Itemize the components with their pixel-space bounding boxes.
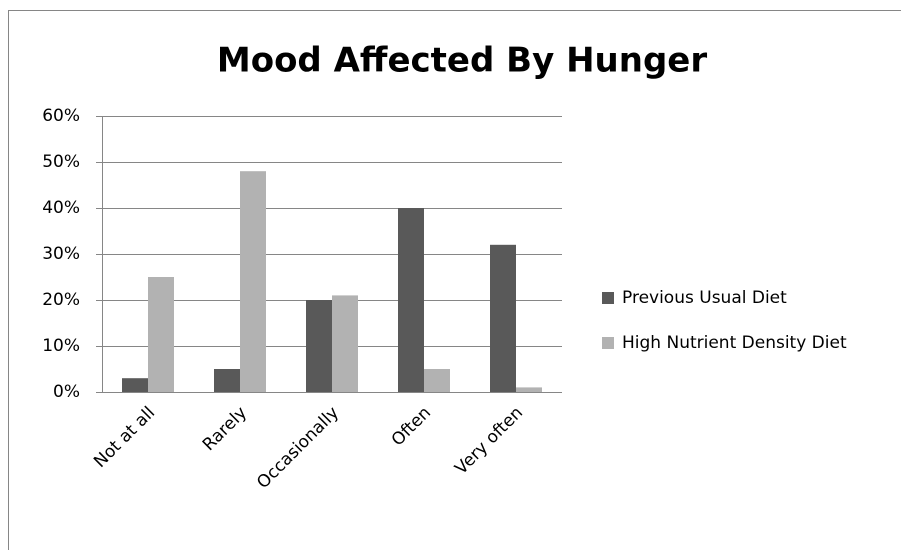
- y-tick-label: 50%: [42, 152, 80, 172]
- y-tick-label: 20%: [42, 290, 80, 310]
- bar: [332, 295, 358, 392]
- bar: [240, 171, 266, 392]
- bar: [148, 277, 174, 392]
- y-tick-label: 0%: [53, 382, 80, 402]
- bar: [214, 369, 240, 392]
- bar: [398, 208, 424, 392]
- legend-swatch: [602, 292, 614, 304]
- bar: [490, 244, 516, 392]
- y-tick-label: 30%: [42, 244, 80, 264]
- y-tick-label: 40%: [42, 198, 80, 218]
- bar: [516, 387, 542, 392]
- bar: [306, 300, 332, 392]
- legend-swatch: [602, 337, 614, 349]
- legend-label: High Nutrient Density Diet: [622, 333, 847, 353]
- bar: [424, 369, 450, 392]
- y-tick-label: 60%: [42, 106, 80, 126]
- chart-title: Mood Affected By Hunger: [217, 41, 707, 81]
- legend-label: Previous Usual Diet: [622, 288, 787, 308]
- bar: [122, 378, 148, 392]
- y-tick-label: 10%: [42, 336, 80, 356]
